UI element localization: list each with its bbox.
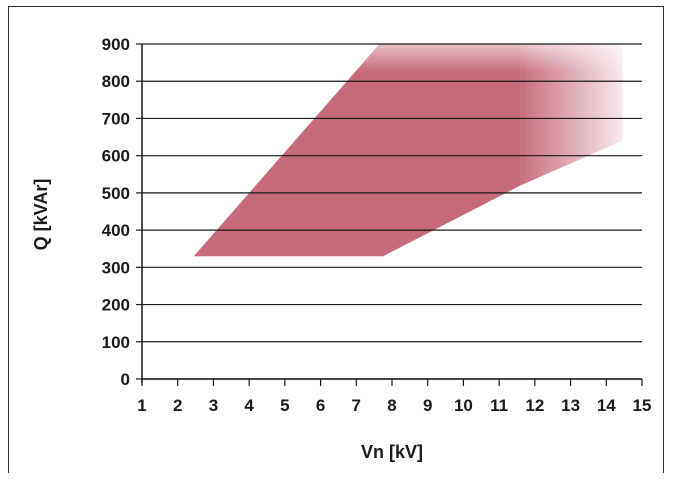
y-tick-label: 100 [102, 333, 130, 352]
y-tick-label: 200 [102, 296, 130, 315]
y-tick-label: 800 [102, 72, 130, 91]
x-tick-label: 2 [173, 396, 182, 415]
y-tick-label: 400 [102, 221, 130, 240]
y-tick-label: 500 [102, 184, 130, 203]
y-tick-label: 0 [121, 370, 130, 389]
y-tick-label: 600 [102, 147, 130, 166]
x-tick-label: 7 [352, 396, 361, 415]
y-tick-label: 300 [102, 258, 130, 277]
x-tick-label: 10 [454, 396, 473, 415]
feasible-region-top-fade [193, 44, 623, 257]
y-tick-label: 700 [102, 109, 130, 128]
x-tick-label: 3 [209, 396, 218, 415]
y-tick-label: 900 [102, 35, 130, 54]
x-axis-title: Vn [kV] [361, 442, 423, 462]
y-axis-title: Q [kVAr] [31, 179, 51, 251]
feasible-region-layer [193, 44, 623, 257]
x-tick-label: 12 [525, 396, 544, 415]
x-tick-label: 14 [597, 396, 616, 415]
x-tick-label: 8 [387, 396, 396, 415]
x-tick-label: 5 [280, 396, 289, 415]
x-tick-label: 11 [490, 396, 508, 415]
x-tick-label: 13 [561, 396, 580, 415]
x-tick-label: 1 [137, 396, 146, 415]
grid-layer [142, 43, 642, 380]
x-tick-label: 15 [633, 396, 652, 415]
x-tick-label: 4 [244, 396, 254, 415]
x-tick-label: 9 [423, 396, 432, 415]
x-tick-label: 6 [316, 396, 325, 415]
